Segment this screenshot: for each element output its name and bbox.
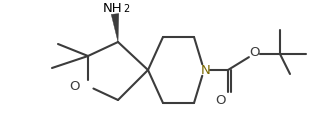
Text: NH: NH (103, 1, 123, 15)
Text: O: O (215, 93, 225, 107)
Text: N: N (201, 63, 211, 76)
Text: O: O (69, 80, 79, 92)
Polygon shape (111, 14, 119, 42)
Text: 2: 2 (123, 4, 129, 14)
Text: O: O (250, 46, 260, 60)
